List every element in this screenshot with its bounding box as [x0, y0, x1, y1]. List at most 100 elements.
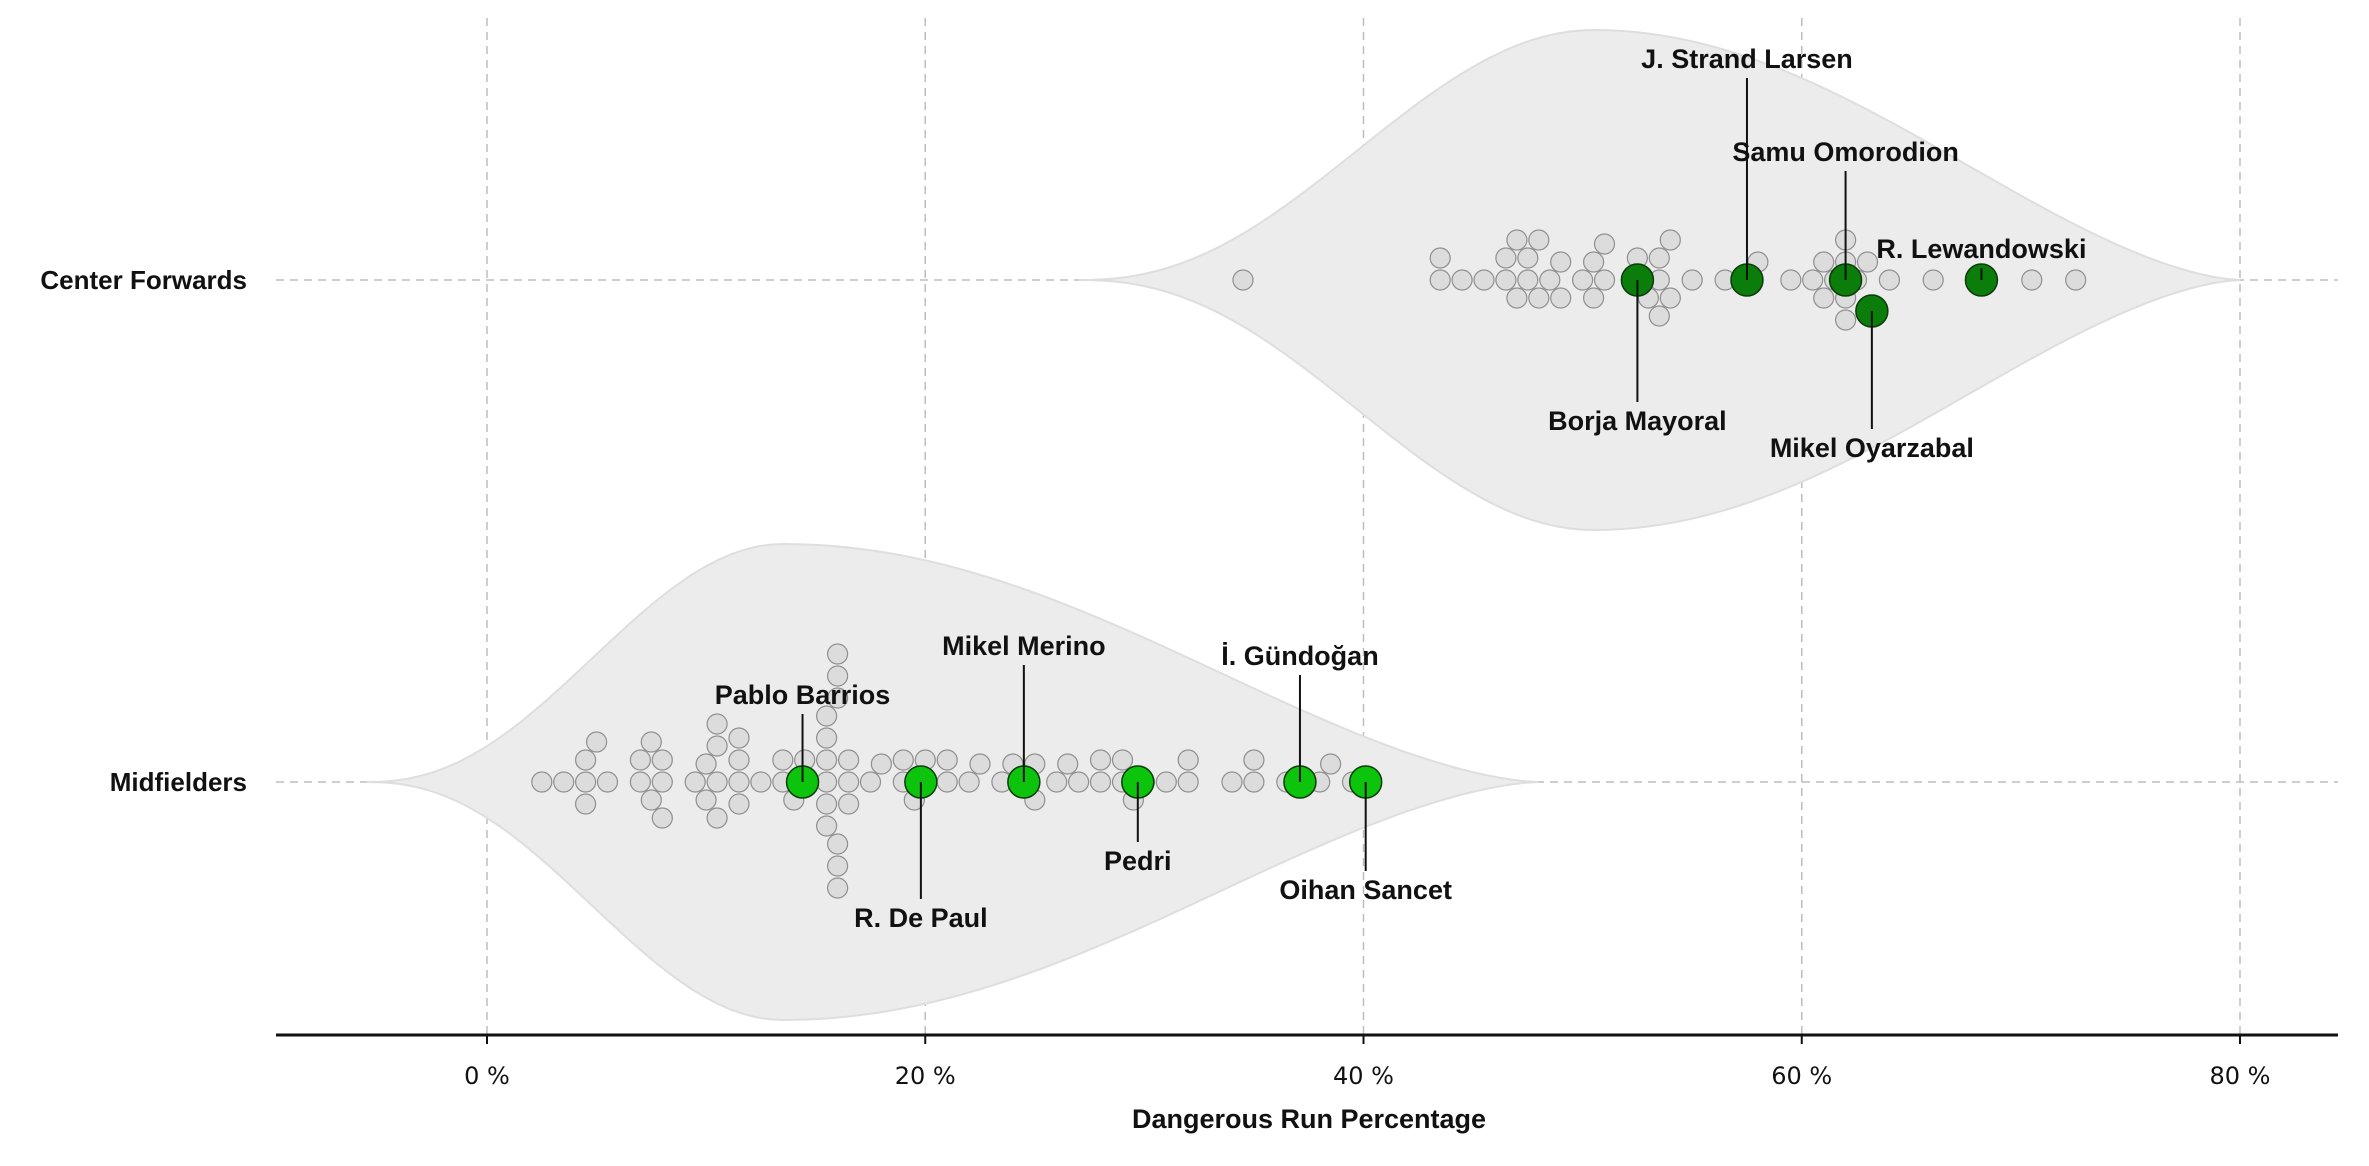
player-label: İ. Gündoğan — [1221, 641, 1378, 671]
background-point — [1593, 269, 1616, 291]
background-point — [1550, 251, 1572, 273]
background-point — [958, 771, 980, 793]
background-point — [684, 771, 706, 793]
background-point — [1046, 771, 1068, 793]
player-label: Mikel Merino — [942, 631, 1106, 661]
background-point — [1089, 749, 1112, 771]
background-point — [1495, 269, 1517, 291]
background-point — [706, 807, 728, 829]
background-point — [936, 749, 958, 771]
category-label: Center Forwards — [40, 265, 247, 295]
background-point — [772, 749, 794, 771]
background-point — [1648, 247, 1670, 269]
player-label: Mikel Oyarzabal — [1770, 433, 1974, 463]
background-point — [1111, 749, 1134, 771]
background-point — [531, 771, 553, 793]
background-point — [1057, 753, 1079, 775]
background-point — [1571, 269, 1594, 291]
background-point — [826, 877, 849, 899]
player-label: Borja Mayoral — [1548, 406, 1727, 436]
background-point — [1659, 287, 1681, 309]
background-point — [1517, 247, 1539, 269]
annotation-layer: Borja Mayoral J. Strand Larsen Samu Omorod… — [715, 44, 2087, 933]
background-point — [815, 727, 838, 749]
background-point — [1473, 269, 1495, 291]
background-point — [585, 731, 608, 753]
background-point — [629, 771, 652, 793]
background-point — [1593, 233, 1616, 255]
background-point — [837, 749, 860, 771]
background-point — [596, 771, 619, 793]
background-point — [1813, 251, 1835, 273]
background-point — [826, 665, 849, 687]
background-point — [651, 807, 673, 829]
background-point — [1878, 269, 1901, 291]
background-point — [706, 713, 728, 735]
background-point — [728, 727, 750, 749]
background-point — [969, 753, 991, 775]
background-point — [870, 753, 893, 775]
background-point — [750, 771, 772, 793]
background-point — [815, 749, 838, 771]
background-point — [1517, 269, 1539, 291]
background-point — [629, 749, 652, 771]
background-point — [651, 749, 673, 771]
background-point — [1232, 269, 1254, 291]
background-point — [1221, 771, 1243, 793]
player-label: J. Strand Larsen — [1641, 44, 1853, 74]
background-point — [1528, 287, 1550, 309]
background-point — [1813, 287, 1835, 309]
background-point — [815, 793, 838, 815]
background-point — [1648, 305, 1670, 327]
background-point — [815, 771, 838, 793]
background-point — [2021, 269, 2043, 291]
background-point — [1582, 251, 1605, 273]
background-point — [706, 771, 728, 793]
background-point — [1429, 269, 1451, 291]
background-point — [1539, 269, 1561, 291]
x-axis: 0 % 20 % 40 % 60 % 80 % — [276, 1033, 2338, 1090]
x-tick-label: 60 % — [1771, 1062, 1832, 1090]
violin-layer — [366, 28, 2241, 1022]
background-point — [1319, 753, 1342, 775]
background-point — [728, 771, 750, 793]
background-point — [1856, 251, 1879, 273]
background-point — [815, 815, 838, 837]
background-point — [728, 749, 750, 771]
background-point — [1177, 771, 1199, 793]
x-tick-label: 40 % — [1333, 1062, 1394, 1090]
player-label: Oihan Sancet — [1279, 875, 1452, 905]
background-point — [1681, 269, 1703, 291]
background-point — [1506, 229, 1528, 251]
background-point — [574, 749, 597, 771]
background-point — [706, 735, 728, 757]
background-point — [574, 793, 597, 815]
x-axis-title: Dangerous Run Percentage — [1132, 1104, 1486, 1134]
background-point — [1550, 287, 1572, 309]
background-point — [640, 789, 662, 811]
background-point — [1528, 229, 1550, 251]
background-point — [553, 771, 575, 793]
category-labels: Center Forwards Midfielders — [40, 265, 247, 797]
background-point — [640, 731, 662, 753]
background-point — [1451, 269, 1473, 291]
background-point — [1922, 269, 1944, 291]
background-point — [1067, 771, 1090, 793]
player-label: Samu Omorodion — [1732, 137, 1959, 167]
background-point — [2065, 269, 2087, 291]
background-point — [1802, 269, 1824, 291]
x-tick-label: 80 % — [2210, 1062, 2271, 1090]
background-point — [1243, 749, 1265, 771]
player-label: R. De Paul — [854, 903, 988, 933]
category-label: Midfielders — [110, 767, 247, 797]
background-point — [1780, 269, 1802, 291]
player-label: Pablo Barrios — [715, 680, 891, 710]
background-point — [1177, 749, 1199, 771]
background-point — [574, 771, 597, 793]
background-point — [728, 793, 750, 815]
background-point — [936, 771, 958, 793]
background-point — [651, 771, 673, 793]
background-point — [837, 793, 860, 815]
background-point — [826, 687, 849, 709]
